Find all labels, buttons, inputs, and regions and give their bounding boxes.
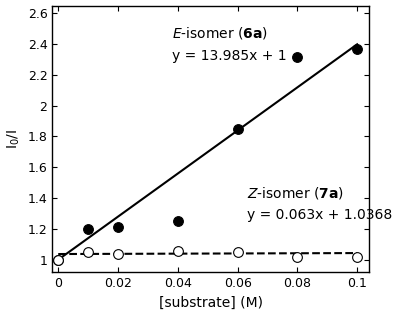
Point <box>85 250 91 255</box>
Text: $\it{E}$-isomer ($\bf{6a}$): $\it{E}$-isomer ($\bf{6a}$) <box>172 25 268 41</box>
Point <box>354 47 360 52</box>
Point <box>55 257 62 262</box>
Point <box>354 254 360 259</box>
Text: $\it{Z}$-isomer ($\bf{7a}$): $\it{Z}$-isomer ($\bf{7a}$) <box>246 185 344 201</box>
Point <box>55 257 62 262</box>
Y-axis label: I$_0$/I: I$_0$/I <box>6 129 22 149</box>
Text: y = 13.985x + 1: y = 13.985x + 1 <box>172 49 286 63</box>
Text: y = 0.063x + 1.0368: y = 0.063x + 1.0368 <box>246 208 392 222</box>
Point <box>174 249 181 254</box>
Point <box>234 126 241 131</box>
Point <box>115 251 121 256</box>
Point <box>85 226 91 232</box>
Point <box>174 219 181 224</box>
X-axis label: [substrate] (M): [substrate] (M) <box>159 295 263 309</box>
Point <box>294 255 300 260</box>
Point <box>115 224 121 229</box>
Point <box>294 54 300 60</box>
Point <box>234 250 241 255</box>
